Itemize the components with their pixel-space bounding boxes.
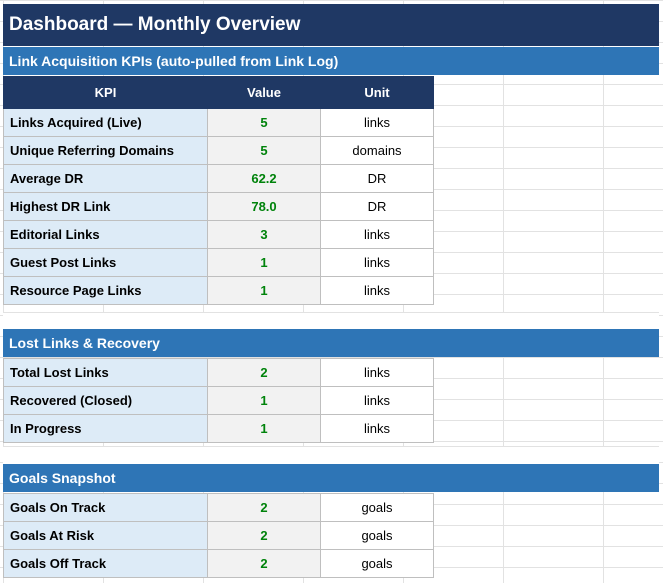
kpi-label-cell[interactable]: Links Acquired (Live) — [3, 108, 208, 137]
lost-value-cell[interactable]: 1 — [207, 414, 321, 443]
lost-label-cell[interactable]: Recovered (Closed) — [3, 386, 208, 415]
kpi-unit-cell[interactable]: DR — [320, 164, 434, 193]
kpi-value-cell[interactable]: 1 — [207, 276, 321, 305]
lost-links-table: Total Lost Links 2 links Recovered (Clos… — [3, 358, 434, 443]
kpi-value-cell[interactable]: 62.2 — [207, 164, 321, 193]
goals-unit-cell[interactable]: goals — [320, 493, 434, 522]
goals-value-cell[interactable]: 2 — [207, 493, 321, 522]
kpi-label-cell[interactable]: Resource Page Links — [3, 276, 208, 305]
goals-unit-cell[interactable]: goals — [320, 549, 434, 578]
table-row: In Progress 1 links — [3, 414, 434, 443]
kpi-table-header-row: KPI Value Unit — [3, 76, 434, 109]
table-row: Goals On Track 2 goals — [3, 493, 434, 522]
table-row: Unique Referring Domains 5 domains — [3, 136, 434, 165]
kpi-label-cell[interactable]: Average DR — [3, 164, 208, 193]
kpi-unit-cell[interactable]: links — [320, 276, 434, 305]
goals-value-cell[interactable]: 2 — [207, 521, 321, 550]
goals-unit-cell[interactable]: goals — [320, 521, 434, 550]
goals-label-cell[interactable]: Goals On Track — [3, 493, 208, 522]
goals-label-cell[interactable]: Goals At Risk — [3, 521, 208, 550]
table-row: Links Acquired (Live) 5 links — [3, 108, 434, 137]
table-row: Editorial Links 3 links — [3, 220, 434, 249]
kpi-unit-cell[interactable]: domains — [320, 136, 434, 165]
kpi-value-cell[interactable]: 5 — [207, 136, 321, 165]
goals-section-header: Goals Snapshot — [3, 464, 659, 492]
kpi-unit-cell[interactable]: links — [320, 108, 434, 137]
lost-unit-cell[interactable]: links — [320, 358, 434, 387]
lost-label-cell[interactable]: In Progress — [3, 414, 208, 443]
lost-unit-cell[interactable]: links — [320, 386, 434, 415]
goals-label-cell[interactable]: Goals Off Track — [3, 549, 208, 578]
kpi-unit-cell[interactable]: links — [320, 248, 434, 277]
kpi-value-cell[interactable]: 5 — [207, 108, 321, 137]
kpi-column-header[interactable]: KPI — [3, 76, 208, 109]
unit-column-header[interactable]: Unit — [320, 76, 434, 109]
table-row: Average DR 62.2 DR — [3, 164, 434, 193]
table-row: Guest Post Links 1 links — [3, 248, 434, 277]
lost-links-section-header: Lost Links & Recovery — [3, 329, 659, 357]
kpi-unit-cell[interactable]: links — [320, 220, 434, 249]
kpi-label-cell[interactable]: Unique Referring Domains — [3, 136, 208, 165]
blank-row — [3, 312, 659, 329]
lost-value-cell[interactable]: 2 — [207, 358, 321, 387]
lost-value-cell[interactable]: 1 — [207, 386, 321, 415]
lost-unit-cell[interactable]: links — [320, 414, 434, 443]
kpi-label-cell[interactable]: Editorial Links — [3, 220, 208, 249]
value-column-header[interactable]: Value — [207, 76, 321, 109]
table-row: Highest DR Link 78.0 DR — [3, 192, 434, 221]
kpi-value-cell[interactable]: 78.0 — [207, 192, 321, 221]
kpi-value-cell[interactable]: 3 — [207, 220, 321, 249]
goals-value-cell[interactable]: 2 — [207, 549, 321, 578]
goals-table: Goals On Track 2 goals Goals At Risk 2 g… — [3, 493, 434, 578]
table-row: Total Lost Links 2 links — [3, 358, 434, 387]
kpi-value-cell[interactable]: 1 — [207, 248, 321, 277]
dashboard-title: Dashboard — Monthly Overview — [3, 4, 659, 46]
table-row: Goals At Risk 2 goals — [3, 521, 434, 550]
blank-row — [3, 446, 659, 464]
kpi-table: KPI Value Unit Links Acquired (Live) 5 l… — [3, 76, 434, 305]
kpi-label-cell[interactable]: Highest DR Link — [3, 192, 208, 221]
table-row: Recovered (Closed) 1 links — [3, 386, 434, 415]
kpi-unit-cell[interactable]: DR — [320, 192, 434, 221]
kpi-label-cell[interactable]: Guest Post Links — [3, 248, 208, 277]
kpi-section-header: Link Acquisition KPIs (auto-pulled from … — [3, 47, 659, 75]
table-row: Goals Off Track 2 goals — [3, 549, 434, 578]
lost-label-cell[interactable]: Total Lost Links — [3, 358, 208, 387]
table-row: Resource Page Links 1 links — [3, 276, 434, 305]
